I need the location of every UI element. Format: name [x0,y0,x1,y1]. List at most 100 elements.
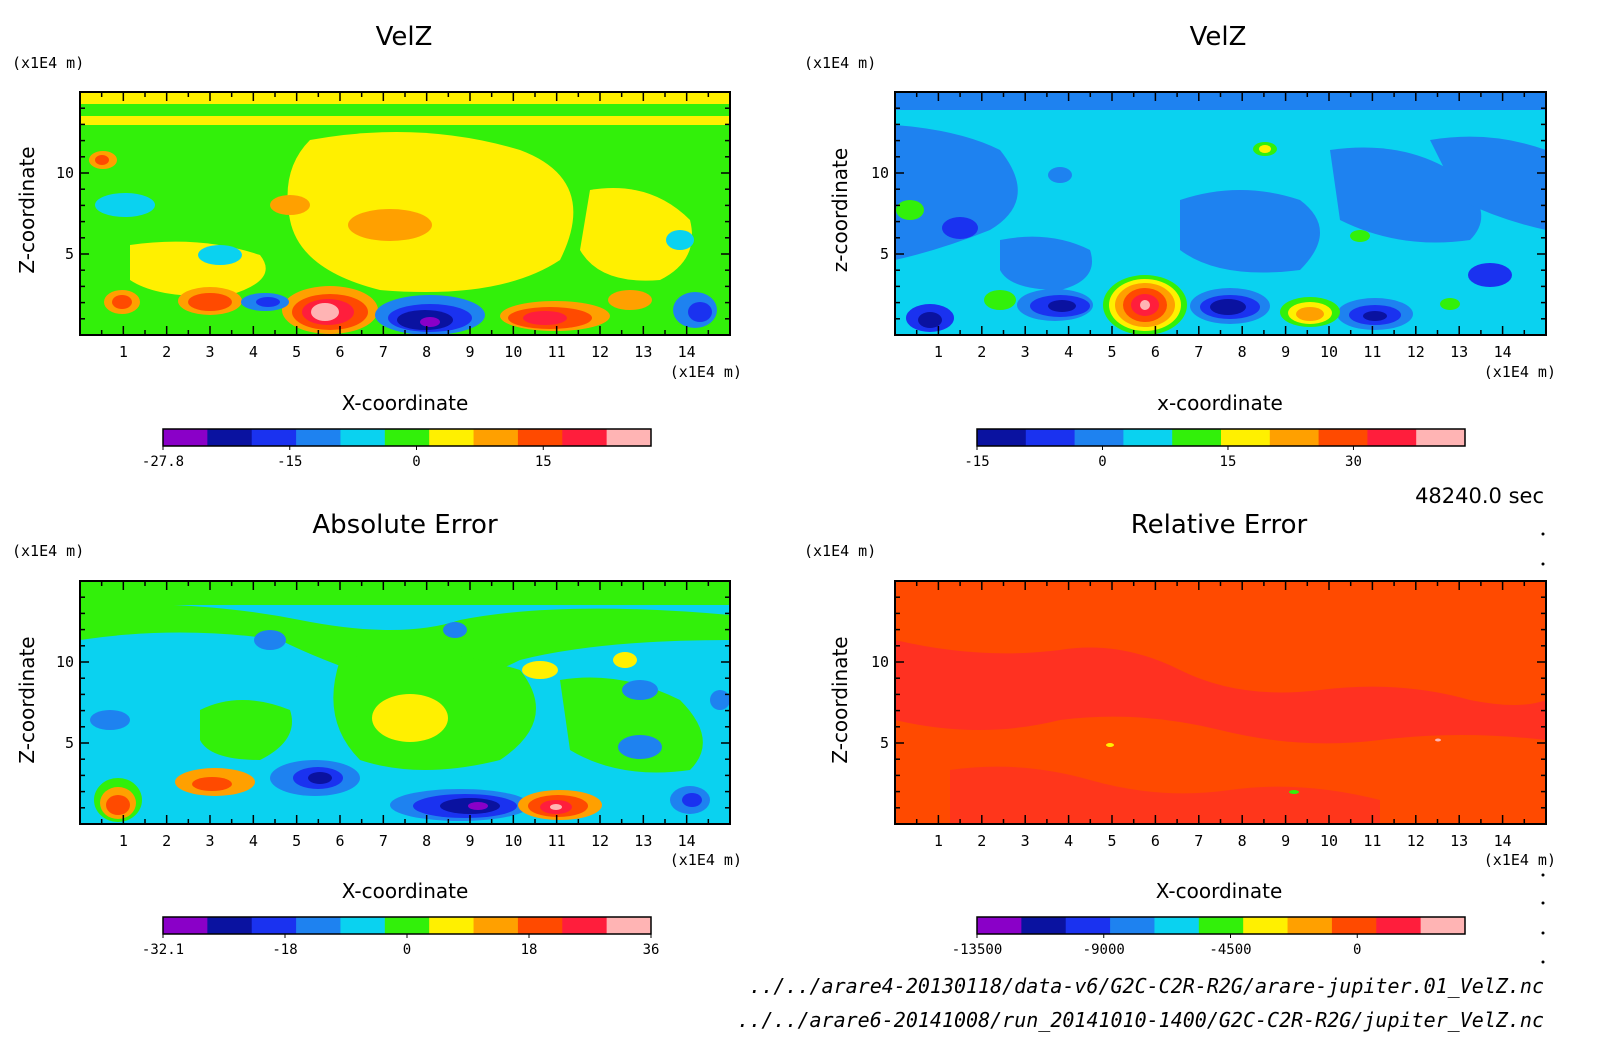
colorbar-segment [1172,429,1222,446]
x-tick-label: 2 [162,832,171,850]
x-tick-label: 9 [1281,343,1290,361]
y-axis-label: Z-coordinate [15,636,39,763]
x-tick-label: 7 [379,343,388,361]
colorbar-tick-label: 36 [643,942,660,958]
x-tick-label: 1 [119,343,128,361]
plot-area [895,92,1546,335]
colorbar-segment [207,917,253,934]
colorbar-segment [606,917,652,934]
x-tick-label: 5 [1107,343,1116,361]
colorbar-segment [977,429,1027,446]
colorbar-tick-label: -27.8 [142,454,184,470]
colorbar-tick-label: -15 [964,454,989,470]
x-axis-label: X-coordinate [342,391,469,415]
x-tick-label: 14 [1494,832,1512,850]
x-tick-label: 3 [205,832,214,850]
colorbar-segment [1287,917,1333,934]
colorbar-tick-label: -18 [272,942,297,958]
colorbar-tick-label: 18 [521,942,538,958]
colorbar-segment [562,429,608,446]
colorbar-segment [340,917,386,934]
colorbar-frame [976,916,1466,935]
colorbar-tick-label: -13500 [952,942,1003,958]
colorbar-tick-label: 15 [535,454,552,470]
colorbar-segment [1074,429,1124,446]
x-unit-label: (x1E4 m) [670,363,742,381]
colorbar-tick-label: 0 [412,454,420,470]
x-tick-label: 4 [249,343,258,361]
colorbar-tick-label: 0 [1098,454,1106,470]
x-tick-label: 2 [977,832,986,850]
plot-area [80,92,730,335]
colorbar-segment [1065,917,1111,934]
x-tick-label: 4 [1064,832,1073,850]
colorbar: -13500 -9000 -4500 0 [952,916,1466,958]
x-tick-label: 8 [422,832,431,850]
y-tick-label: 10 [871,653,889,671]
x-tick-label: 6 [335,343,344,361]
panel-absolute-error: Absolute Error (x1E4 m) Z-coordinate [12,510,742,958]
colorbar-segment [606,429,652,446]
colorbar-segment [1269,429,1320,446]
colorbar-segment [473,429,519,446]
panel-velz-model2: VelZ (x1E4 m) z-coordinate [804,22,1556,470]
x-tick-label: 6 [1151,832,1160,850]
y-unit-label: (x1E4 m) [12,542,84,560]
x-tick-label: 12 [1407,343,1425,361]
colorbar-segment [1331,917,1377,934]
colorbar: -15 0 15 30 [964,428,1466,470]
y-axis-label: z-coordinate [828,148,852,272]
x-tick-label: 14 [678,343,696,361]
x-tick-label: 9 [1281,832,1290,850]
colorbar-segment [296,429,341,446]
x-tick-label: 10 [504,832,522,850]
x-tick-label: 4 [249,832,258,850]
x-tick-label: 7 [1194,343,1203,361]
x-tick-label: 7 [379,832,388,850]
x-unit-label: (x1E4 m) [1484,851,1556,869]
colorbar-tick-label: -4500 [1209,942,1251,958]
colorbar-segment [1376,917,1422,934]
colorbar-tick-label: -9000 [1083,942,1125,958]
panel-title: Absolute Error [312,510,498,540]
x-tick-label: 14 [678,832,696,850]
x-tick-label: 3 [205,343,214,361]
x-tick-label: 8 [1238,832,1247,850]
colorbar-segment [207,429,253,446]
x-tick-label: 5 [292,832,301,850]
colorbar-tick-label: -15 [277,454,302,470]
x-tick-label: 12 [1407,832,1425,850]
x-tick-label: 2 [977,343,986,361]
x-tick-label: 8 [422,343,431,361]
colorbar-tick-label: 0 [1353,942,1361,958]
colorbar-segment [251,429,297,446]
panel-title: VelZ [1190,22,1247,52]
x-unit-label: (x1E4 m) [1484,363,1556,381]
x-tick-label: 3 [1021,343,1030,361]
colorbar-segment [296,917,341,934]
y-tick-label: 5 [880,245,889,263]
colorbar-segment [1318,429,1368,446]
x-tick-label: 5 [292,343,301,361]
y-tick-label: 10 [56,653,74,671]
x-axis-label: x-coordinate [1157,391,1283,415]
x-axis-label: X-coordinate [342,879,469,903]
colorbar-segment [562,917,608,934]
y-tick-label: 10 [56,164,74,182]
colorbar-segment [163,917,208,934]
x-tick-label: 3 [1021,832,1030,850]
colorbar-segment [1021,917,1067,934]
colorbar: -27.8 -15 0 15 [142,428,652,470]
x-tick-label: 14 [1494,343,1512,361]
source-file-1: ../../arare4-20130118/data-v6/G2C-C2R-R2… [749,974,1544,998]
colorbar-tick-label: -32.1 [142,942,184,958]
y-unit-label: (x1E4 m) [804,542,876,560]
x-tick-label: 13 [1450,832,1468,850]
x-tick-label: 10 [504,343,522,361]
y-unit-label: (x1E4 m) [804,54,876,72]
x-tick-label: 8 [1238,343,1247,361]
x-tick-label: 1 [934,343,943,361]
x-tick-label: 9 [465,832,474,850]
colorbar-segment [473,917,519,934]
x-unit-label: (x1E4 m) [670,851,742,869]
